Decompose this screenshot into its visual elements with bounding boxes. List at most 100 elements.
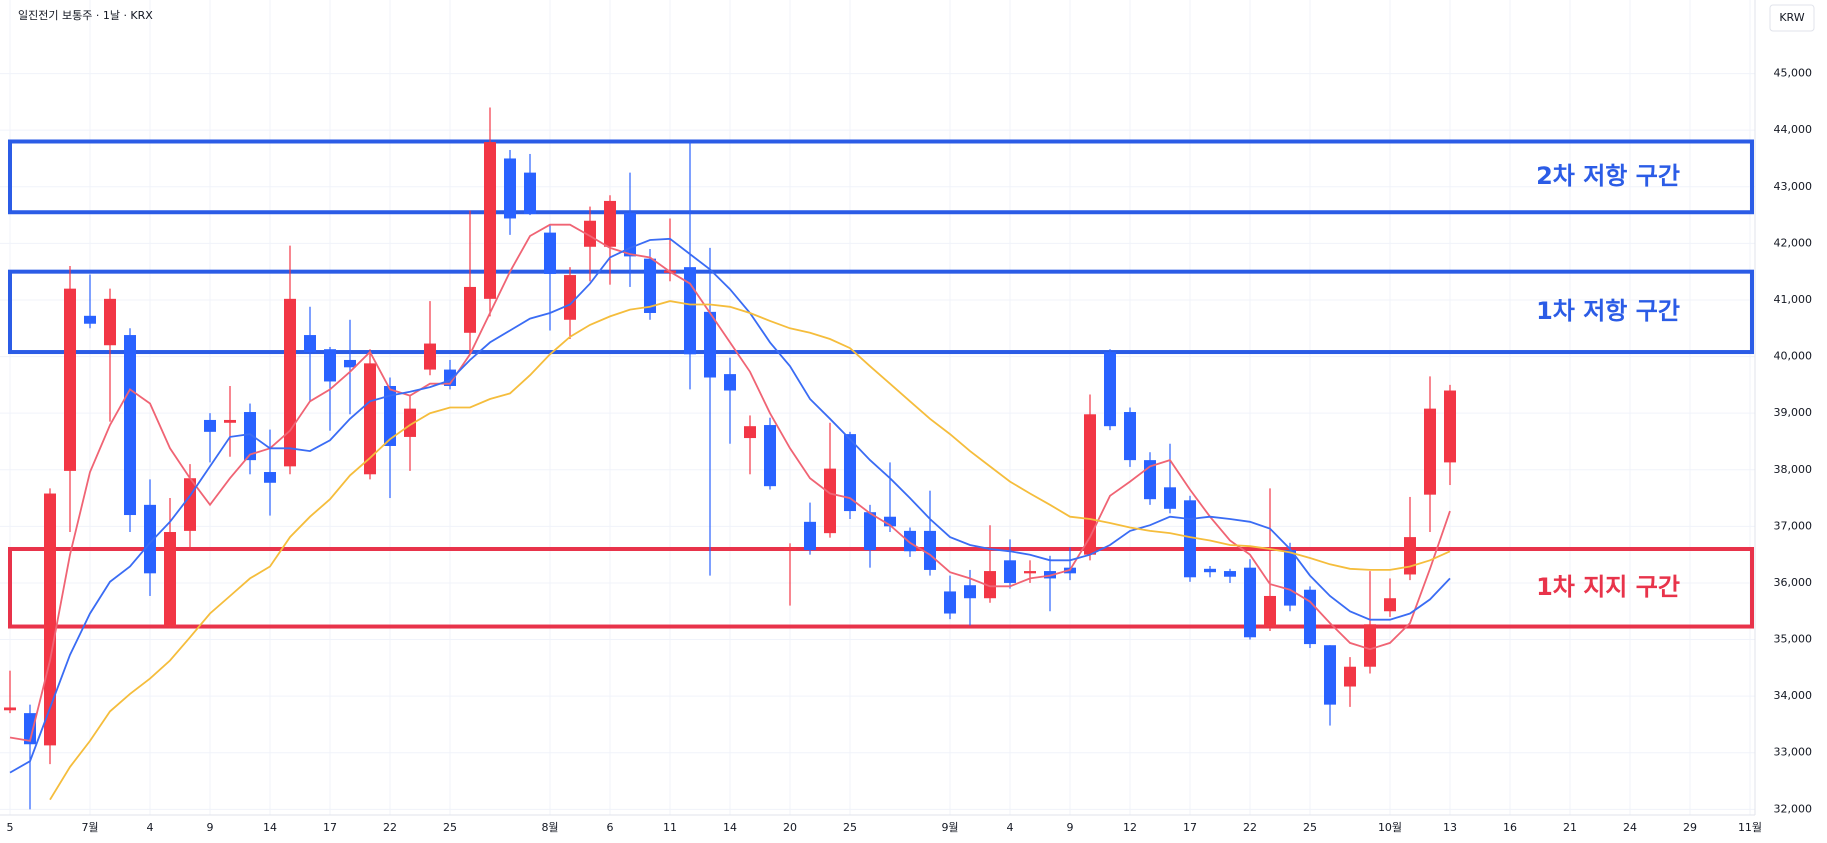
x-tick-label: 7월 — [81, 821, 98, 834]
candle-body — [1424, 408, 1436, 495]
y-tick-label: 34,000 — [1774, 689, 1813, 702]
x-tick-label: 25 — [443, 821, 457, 834]
x-tick-label: 8월 — [541, 821, 558, 834]
x-tick-label: 17 — [1183, 821, 1197, 834]
zone-label: 1차 저항 구간 — [1536, 297, 1680, 325]
x-tick-label: 25 — [1303, 821, 1317, 834]
x-tick-label: 9 — [1067, 821, 1074, 834]
candle-body — [904, 530, 916, 552]
candle-body — [64, 288, 76, 471]
candle-body — [1344, 666, 1356, 687]
candle-body — [924, 530, 936, 570]
candle-body — [144, 504, 156, 574]
candle-body — [404, 408, 416, 437]
candle-body — [1224, 571, 1236, 577]
candle-body — [744, 426, 756, 439]
candle-body — [1284, 550, 1296, 606]
y-tick-label: 40,000 — [1774, 350, 1813, 363]
candle-body — [344, 359, 356, 368]
candle-body — [484, 142, 496, 299]
zone-label: 1차 지지 구간 — [1536, 573, 1680, 601]
plot-area: 2차 저항 구간 1차 저항 구간 1차 지지 구간 — [4, 107, 1754, 810]
candle-body — [1444, 390, 1456, 463]
currency-box — [1769, 4, 1815, 32]
x-tick-label: 5 — [7, 821, 14, 834]
candle-body — [704, 311, 716, 378]
x-tick-label: 4 — [147, 821, 154, 834]
candle-body — [984, 571, 996, 599]
x-tick-label: 17 — [323, 821, 337, 834]
candle-body — [1084, 414, 1096, 555]
candle-body — [584, 220, 596, 247]
x-tick-label: 14 — [263, 821, 277, 834]
candle-body — [564, 275, 576, 320]
candle-body — [124, 335, 136, 516]
zone — [8, 269, 1754, 355]
x-tick-label: 14 — [723, 821, 737, 834]
chart-title: 일진전기 보통주 · 1날 · KRX — [18, 8, 153, 22]
candle-body — [524, 172, 536, 214]
candle-body — [424, 343, 436, 370]
candle-body — [544, 232, 556, 274]
ma-line — [9, 237, 1451, 774]
candle-body — [244, 412, 256, 461]
candle-body — [884, 516, 896, 527]
x-tick-label: 6 — [607, 821, 614, 834]
candle-body — [324, 349, 336, 382]
candle-body — [504, 158, 516, 219]
x-tick-label: 29 — [1683, 821, 1697, 834]
candle-body — [1264, 595, 1276, 627]
candle-body — [184, 478, 196, 531]
candle-body — [1304, 589, 1316, 645]
candle-body — [1384, 598, 1396, 612]
candle-body — [164, 532, 176, 627]
x-tick-label: 9월 — [941, 821, 958, 834]
candle-body — [1124, 412, 1136, 461]
candle-body — [644, 258, 656, 313]
zone — [8, 546, 1754, 629]
candle-body — [84, 315, 96, 324]
candle-body — [1244, 567, 1256, 638]
candle-body — [724, 374, 736, 391]
y-tick-label: 45,000 — [1774, 67, 1813, 80]
y-tick-label: 33,000 — [1774, 746, 1813, 759]
candle-body — [964, 585, 976, 599]
candle-body — [784, 547, 796, 551]
candle-body — [944, 591, 956, 614]
x-tick-label: 9 — [207, 821, 214, 834]
candle-body — [104, 298, 116, 346]
y-tick-label: 32,000 — [1774, 802, 1813, 815]
x-tick-label: 4 — [1007, 821, 1014, 834]
candle-body — [1164, 487, 1176, 509]
grid — [0, 0, 1755, 815]
y-tick-label: 35,000 — [1774, 633, 1813, 646]
x-tick-label: 24 — [1623, 821, 1637, 834]
candle-body — [604, 200, 616, 247]
candle-body — [1364, 624, 1376, 667]
candle-body — [1404, 537, 1416, 575]
candle-body — [204, 419, 216, 432]
candle-body — [1104, 352, 1116, 427]
candle-body — [1024, 571, 1036, 574]
candle-body — [804, 521, 816, 551]
y-tick-label: 36,000 — [1774, 576, 1813, 589]
x-tick-label: 25 — [843, 821, 857, 834]
x-tick-label: 10월 — [1378, 821, 1402, 834]
candle-body — [1324, 645, 1336, 705]
currency: KRW — [1779, 11, 1804, 24]
candle-body — [824, 468, 836, 534]
candle-body — [364, 363, 376, 475]
candle-body — [464, 286, 476, 333]
y-tick-label: 43,000 — [1774, 180, 1813, 193]
candle-body — [1144, 460, 1156, 500]
candle-body — [864, 512, 876, 551]
candle-body — [624, 212, 636, 257]
candle-body — [764, 425, 776, 487]
candle-body — [1004, 560, 1016, 583]
candle-body — [224, 419, 236, 423]
x-tick-label: 11 — [663, 821, 677, 834]
x-tick-label: 12 — [1123, 821, 1137, 834]
y-tick-label: 39,000 — [1774, 406, 1813, 419]
y-tick-label: 38,000 — [1774, 463, 1813, 476]
